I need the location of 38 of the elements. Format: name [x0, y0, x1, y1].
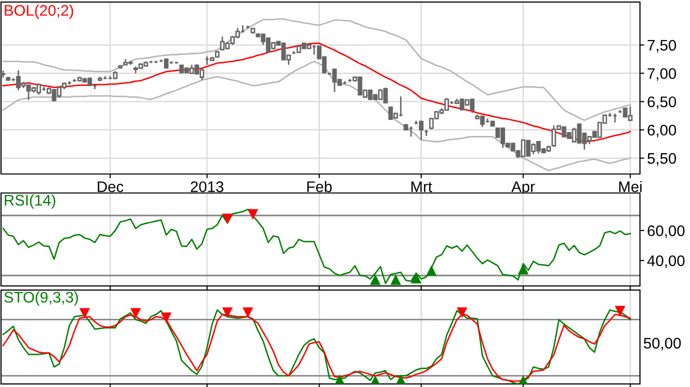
line-series: [2, 208, 631, 284]
y-tick-label: 7,00: [648, 68, 676, 81]
y-tick-label: 6,00: [648, 124, 676, 138]
point: [518, 264, 528, 274]
y-tick-label: 7,50: [648, 40, 676, 52]
x-tick-label: Feb: [307, 180, 332, 192]
text: 50,00: [644, 338, 681, 350]
line-series: [2, 18, 631, 121]
y-tick-label: 60,00: [648, 225, 685, 238]
point: [248, 209, 258, 219]
y-tick-label: 5,50: [648, 153, 676, 166]
point: [411, 274, 421, 284]
chart-title: BOL(20;2): [4, 4, 74, 19]
point: [457, 307, 467, 318]
point: [396, 375, 406, 384]
x-tick-label: Mrt: [411, 182, 432, 192]
point: [334, 375, 344, 384]
point: [130, 308, 141, 318]
point: [370, 275, 380, 285]
chart-title: RSI(14): [4, 194, 56, 209]
point: [390, 275, 401, 285]
x-tick-label: Mei: [619, 180, 642, 192]
point: [222, 307, 232, 318]
point: [242, 307, 253, 318]
point: [426, 266, 436, 276]
x-tick-label: Apr: [511, 182, 535, 196]
point: [222, 214, 232, 224]
line-series: [2, 60, 631, 172]
candlestick: [418, 120, 424, 141]
x-tick-label: 2013: [190, 181, 224, 192]
chart-title: STO(9,3,3): [4, 291, 78, 306]
y-tick-label: 40,00: [647, 255, 685, 268]
y-tick-label: 6,50: [648, 96, 676, 110]
point: [615, 306, 625, 316]
point: [80, 308, 90, 318]
point: [161, 312, 172, 322]
candlestick: [164, 58, 169, 70]
x-tick-label: Dec: [98, 182, 124, 192]
